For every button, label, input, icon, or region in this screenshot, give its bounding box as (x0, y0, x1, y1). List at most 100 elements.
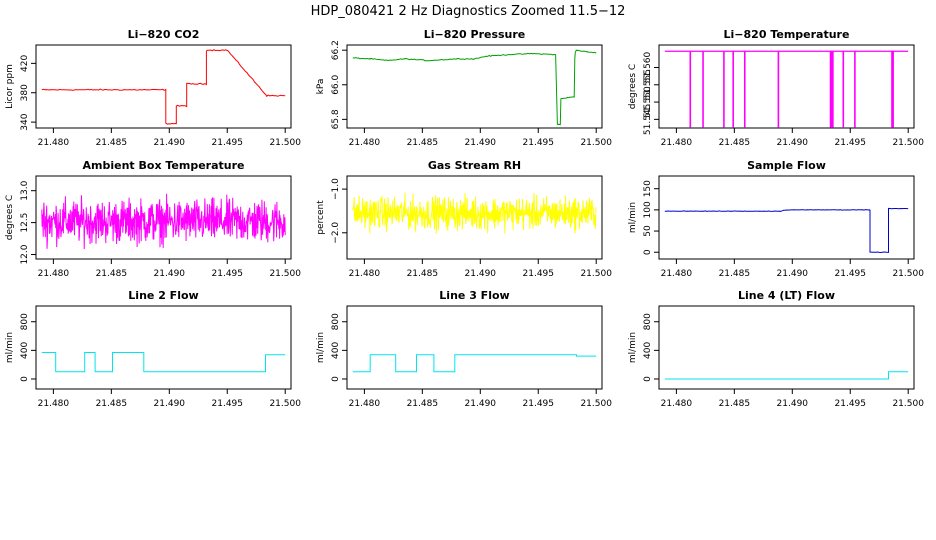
x-tick-label: 21.495 (835, 138, 867, 148)
y-tick-label: 100 (643, 201, 653, 218)
y-tick-label: 66.0 (331, 74, 341, 94)
x-tick-label: 21.495 (835, 399, 867, 409)
y-axis-label: ml/min (316, 332, 326, 363)
x-tick-label: 21.500 (269, 138, 301, 148)
x-tick-label: 21.485 (96, 269, 128, 279)
x-tick-label: 21.485 (407, 399, 439, 409)
x-tick-label: 21.480 (661, 138, 693, 148)
chart-title: Line 3 Flow (439, 289, 509, 302)
x-tick-label: 21.495 (212, 269, 244, 279)
chart-title: Gas Stream RH (428, 159, 521, 172)
x-tick-label: 21.500 (269, 399, 301, 409)
x-tick-label: 21.500 (580, 138, 612, 148)
y-tick-label: 340 (20, 113, 30, 130)
x-tick-label: 21.500 (892, 269, 924, 279)
plot-frame (346, 44, 603, 129)
x-tick-label: 21.500 (580, 399, 612, 409)
figure-title: HDP_080421 2 Hz Diagnostics Zoomed 11.5−… (311, 4, 626, 19)
y-tick-label: 0 (20, 376, 30, 382)
x-tick-label: 21.490 (777, 138, 809, 148)
y-axis-label: Licor ppm (5, 64, 15, 109)
chart-title: Line 4 (LT) Flow (738, 289, 835, 302)
chart-panels: Li−820 CO2 21.480 21.485 21.490 21.495 21.500… (5, 28, 924, 409)
x-tick-label: 21.495 (523, 138, 555, 148)
x-tick-label: 21.500 (269, 269, 301, 279)
y-axis-label: ml/min (628, 332, 638, 363)
plot-frame (658, 44, 915, 129)
x-tick-label: 21.495 (212, 399, 244, 409)
x-tick-label: 21.490 (465, 269, 497, 279)
chart-panel: Li−820 Temperature 21.480 21.485 21.490 21.4… (628, 28, 924, 148)
chart-panel: Gas Stream RH 21.480 21.485 21.490 21.495 21.… (316, 159, 612, 279)
x-tick-label: 21.500 (580, 269, 612, 279)
x-tick-label: 21.485 (407, 138, 439, 148)
y-tick-label: 13.0 (20, 180, 30, 200)
y-tick-label: 0 (643, 376, 653, 382)
x-tick-label: 21.495 (835, 269, 867, 279)
chart-panel: Line 4 (LT) Flow 21.480 21.485 21.490 21.495… (628, 289, 924, 409)
y-tick-label: 400 (20, 342, 30, 359)
y-tick-label: −1.0 (331, 178, 341, 200)
x-tick-label: 21.480 (38, 399, 70, 409)
y-tick-label: 51.550 (643, 86, 653, 118)
chart-panel: Sample Flow 21.480 21.485 21.490 21.495 21.50… (628, 159, 924, 279)
x-tick-label: 21.500 (892, 399, 924, 409)
x-tick-label: 21.490 (154, 138, 186, 148)
x-tick-label: 21.495 (212, 138, 244, 148)
y-tick-label: 0 (643, 249, 653, 255)
y-axis-label: degrees C (5, 195, 15, 240)
y-tick-label: 420 (20, 55, 30, 72)
chart-panel: Li−820 CO2 21.480 21.485 21.490 21.495 21.500… (5, 28, 301, 148)
y-tick-label: 800 (20, 313, 30, 330)
x-tick-label: 21.485 (719, 269, 751, 279)
chart-title: Li−820 Temperature (724, 28, 850, 41)
plot-frame (346, 305, 603, 390)
chart-title: Li−820 Pressure (424, 28, 526, 41)
y-tick-label: 380 (20, 84, 30, 101)
series-line (352, 49, 597, 126)
y-axis-label: ml/min (628, 202, 638, 233)
x-tick-label: 21.490 (465, 399, 497, 409)
y-tick-label: 51.555 (643, 69, 653, 101)
y-tick-label: −2.0 (331, 222, 341, 244)
x-tick-label: 21.500 (892, 138, 924, 148)
x-tick-label: 21.480 (38, 138, 70, 148)
y-axis-label: percent (316, 200, 326, 235)
chart-title: Ambient Box Temperature (83, 159, 245, 172)
chart-panel: Line 2 Flow 21.480 21.485 21.490 21.495 21.50… (5, 289, 301, 409)
y-tick-label: 51.545 (643, 104, 653, 135)
y-axis-label: degrees C (628, 64, 638, 109)
chart-panel: Line 3 Flow 21.480 21.485 21.490 21.495 21.50… (316, 289, 612, 409)
series-line (352, 192, 597, 234)
y-axis-label: kPa (316, 79, 326, 95)
y-tick-label: 400 (331, 342, 341, 359)
plot-frame (658, 305, 915, 390)
x-tick-label: 21.490 (154, 399, 186, 409)
x-tick-label: 21.490 (154, 269, 186, 279)
x-tick-label: 21.490 (465, 138, 497, 148)
y-tick-label: 51.560 (643, 51, 653, 83)
series-line (41, 193, 286, 250)
plot-frame (35, 44, 292, 129)
y-tick-label: 0 (331, 376, 341, 382)
plot-frame (35, 305, 292, 390)
plot-frame (35, 175, 292, 260)
x-tick-label: 21.480 (349, 399, 381, 409)
chart-title: Line 2 Flow (128, 289, 198, 302)
x-tick-label: 21.485 (719, 399, 751, 409)
plot-frame (346, 175, 603, 260)
x-tick-label: 21.485 (96, 399, 128, 409)
series-line (664, 371, 909, 380)
series-line (352, 354, 597, 373)
x-tick-label: 21.485 (407, 269, 439, 279)
x-tick-label: 21.490 (777, 399, 809, 409)
plot-frame (658, 175, 915, 260)
y-tick-label: 400 (643, 342, 653, 359)
chart-title: Li−820 CO2 (128, 28, 200, 41)
y-tick-label: 66.2 (331, 40, 341, 60)
series-line (664, 207, 909, 254)
y-tick-label: 800 (331, 313, 341, 330)
x-tick-label: 21.495 (523, 399, 555, 409)
y-tick-label: 12.5 (20, 213, 30, 233)
x-tick-label: 21.480 (38, 269, 70, 279)
